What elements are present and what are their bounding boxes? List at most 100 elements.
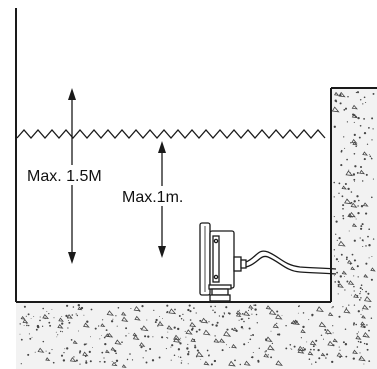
concrete-speckle xyxy=(332,338,339,343)
concrete-speckle xyxy=(353,290,355,292)
concrete-speckle xyxy=(195,312,197,314)
concrete-speckle xyxy=(357,276,359,278)
concrete-speckle xyxy=(85,360,87,362)
concrete-speckle xyxy=(360,321,366,326)
concrete-speckle xyxy=(205,320,207,322)
concrete-speckle xyxy=(271,342,274,345)
concrete-speckle xyxy=(257,360,260,363)
concrete-speckle xyxy=(167,331,169,333)
concrete-speckle xyxy=(362,245,364,248)
concrete-speckle xyxy=(353,285,355,288)
concrete-speckle xyxy=(357,331,360,333)
concrete-speckle xyxy=(20,338,23,341)
concrete-speckle xyxy=(311,363,313,365)
concrete-speckle xyxy=(333,181,335,184)
concrete-speckle xyxy=(353,121,355,123)
concrete-speckle xyxy=(159,316,161,318)
concrete-speckle xyxy=(332,306,334,308)
concrete-speckle xyxy=(350,142,352,144)
concrete-speckle xyxy=(320,334,323,337)
concrete-speckle xyxy=(162,317,163,319)
concrete-speckle xyxy=(281,314,283,316)
concrete-speckle xyxy=(345,355,348,358)
concrete-speckle xyxy=(359,341,362,344)
concrete-speckle xyxy=(183,319,185,321)
concrete-speckle xyxy=(347,95,349,98)
concrete-speckle xyxy=(61,315,63,317)
concrete-speckle xyxy=(334,255,335,257)
concrete-speckle xyxy=(346,121,349,123)
concrete-speckle xyxy=(182,313,184,316)
concrete-speckle xyxy=(313,348,315,351)
concrete-speckle xyxy=(360,225,363,228)
concrete-speckle xyxy=(334,281,337,283)
concrete-speckle xyxy=(318,357,321,360)
concrete-speckle xyxy=(101,319,104,321)
concrete-speckle xyxy=(339,275,342,278)
concrete-speckle xyxy=(335,100,338,103)
concrete-speckle xyxy=(231,328,234,331)
concrete-speckle xyxy=(356,346,359,348)
concrete-speckle xyxy=(39,316,41,318)
concrete-speckle xyxy=(302,325,305,329)
concrete-speckle xyxy=(368,329,370,332)
concrete-speckle xyxy=(180,362,183,364)
concrete-speckle xyxy=(161,336,164,339)
floor-concrete xyxy=(16,302,377,369)
concrete-speckle xyxy=(333,249,336,251)
concrete-speckle xyxy=(25,315,27,317)
concrete-speckle xyxy=(23,305,26,308)
concrete-speckle xyxy=(345,258,348,261)
concrete-speckle xyxy=(121,341,123,343)
concrete-speckle xyxy=(88,350,91,354)
concrete-speckle xyxy=(327,312,334,317)
concrete-speckle xyxy=(142,357,144,359)
concrete-speckle xyxy=(99,360,101,363)
concrete-speckle xyxy=(131,359,134,361)
concrete-speckle xyxy=(195,351,204,358)
water-surface xyxy=(16,129,326,139)
concrete-speckle xyxy=(359,99,362,101)
concrete-speckle xyxy=(300,329,306,334)
concrete-speckle xyxy=(361,314,367,319)
concrete-speckle xyxy=(61,331,64,333)
concrete-speckle xyxy=(348,304,350,306)
concrete-speckle xyxy=(363,273,369,278)
concrete-speckle xyxy=(369,155,372,158)
concrete-speckle xyxy=(103,357,105,359)
concrete-speckle xyxy=(359,165,363,169)
concrete-speckle xyxy=(57,334,59,336)
concrete-speckle xyxy=(111,360,113,362)
concrete-speckle xyxy=(206,349,209,352)
concrete-speckle xyxy=(211,323,214,326)
concrete-speckle xyxy=(272,323,280,329)
concrete-speckle xyxy=(36,324,40,328)
concrete-speckle xyxy=(247,309,250,311)
concrete-speckle xyxy=(65,314,68,318)
concrete-speckle xyxy=(326,353,329,356)
concrete-speckle xyxy=(347,280,355,286)
concrete-speckle xyxy=(335,233,337,235)
concrete-speckle xyxy=(165,348,167,350)
concrete-speckle xyxy=(31,336,33,338)
concrete-speckle xyxy=(338,192,340,194)
concrete-speckle xyxy=(215,324,218,327)
concrete-speckle xyxy=(317,348,320,352)
concrete-speckle xyxy=(174,308,176,311)
concrete-speckle xyxy=(232,327,239,332)
concrete-speckle xyxy=(344,198,352,205)
concrete-speckle xyxy=(318,321,327,328)
concrete-speckle xyxy=(264,351,266,353)
concrete-speckle xyxy=(353,200,356,203)
concrete-speckle xyxy=(250,356,252,358)
concrete-speckle xyxy=(208,321,210,323)
concrete-speckle xyxy=(228,360,236,367)
concrete-speckle xyxy=(332,332,334,334)
concrete-speckle xyxy=(360,313,362,315)
concrete-speckle xyxy=(23,324,25,326)
concrete-speckle xyxy=(57,323,64,329)
concrete-speckle xyxy=(357,340,360,343)
concrete-speckle xyxy=(64,348,66,350)
concrete-speckle xyxy=(77,304,81,307)
concrete-speckle xyxy=(356,91,360,94)
